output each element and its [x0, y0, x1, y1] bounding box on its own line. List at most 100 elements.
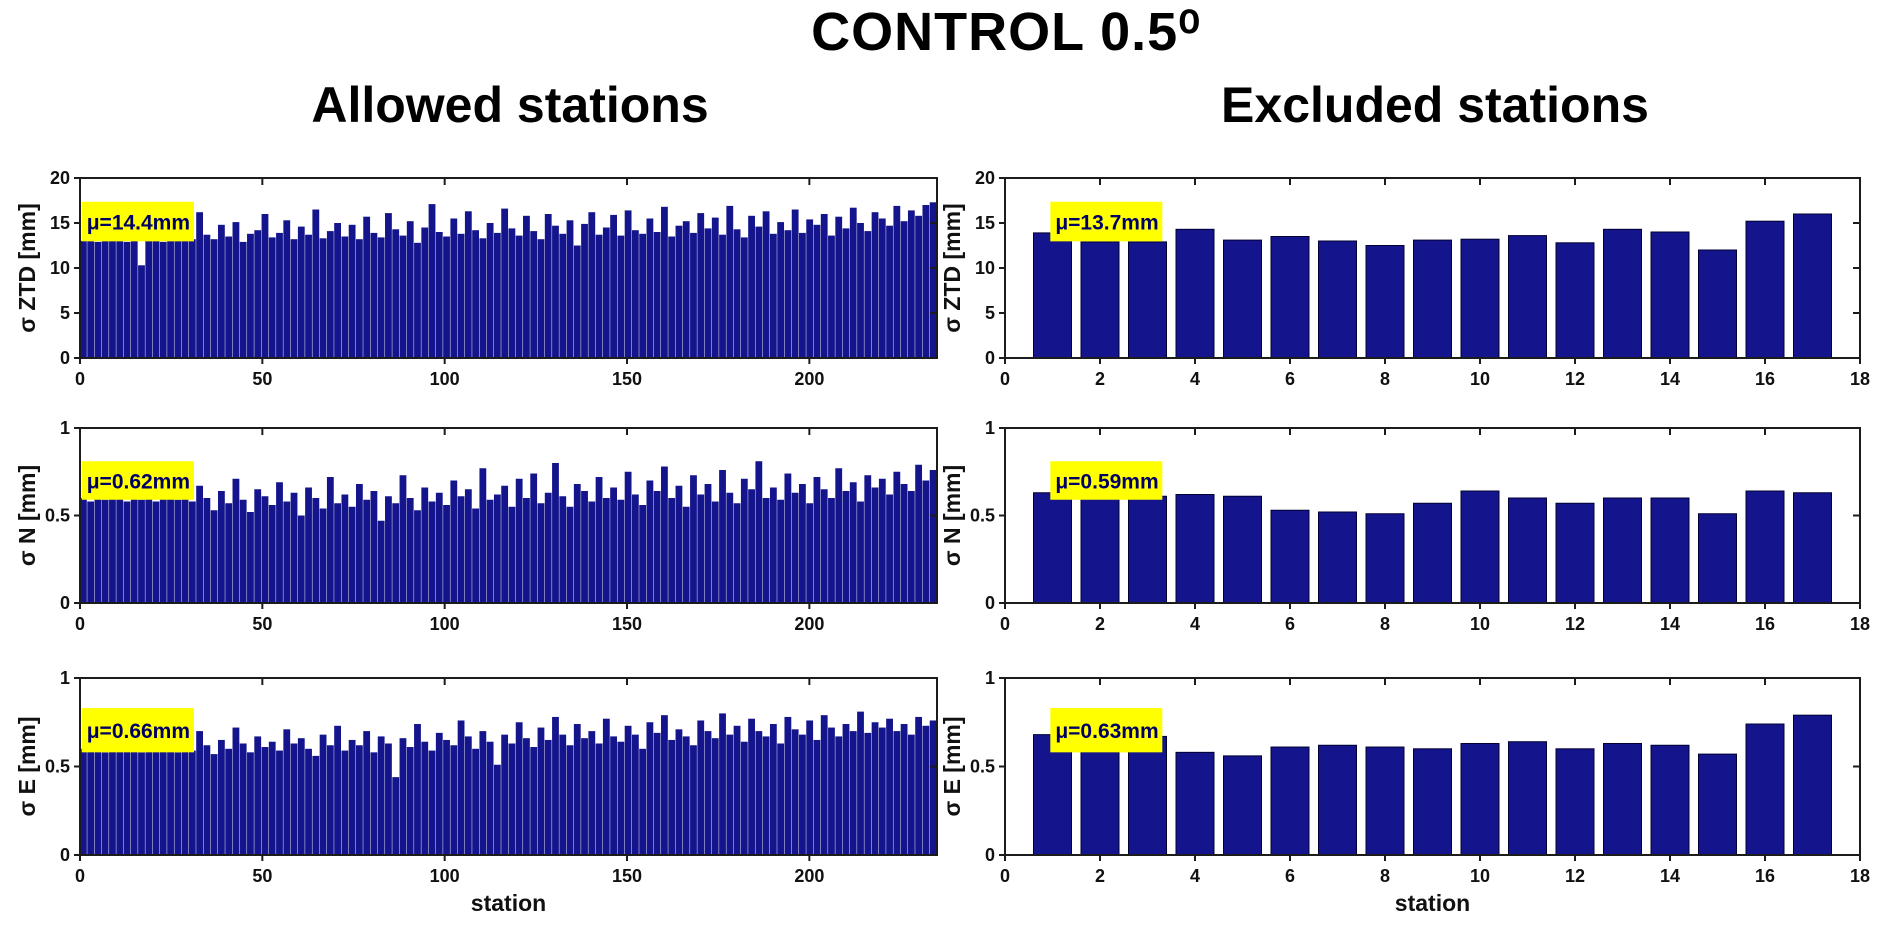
bar	[152, 501, 160, 603]
bar	[1745, 490, 1785, 604]
x-tick-label: 200	[794, 369, 824, 389]
bar	[493, 494, 501, 603]
bar	[1318, 744, 1357, 856]
bar	[363, 731, 371, 855]
bar	[283, 729, 291, 855]
bar	[247, 233, 254, 358]
bar	[188, 239, 196, 358]
x-tick-label: 0	[1000, 614, 1010, 634]
bar	[813, 739, 821, 855]
bar	[370, 491, 378, 603]
bar	[1508, 235, 1547, 359]
y-axis-label: σ E [mm]	[939, 716, 965, 816]
y-tick-label: 0.5	[45, 757, 70, 777]
bar	[544, 739, 552, 855]
bar	[835, 216, 843, 358]
x-tick-label: 2	[1095, 614, 1105, 634]
y-tick-label: 15	[50, 213, 70, 233]
bar	[900, 724, 908, 855]
bar	[857, 223, 864, 358]
bar	[893, 731, 901, 855]
bar	[152, 239, 160, 358]
bar	[740, 741, 748, 855]
bar	[188, 750, 196, 855]
bar	[849, 731, 857, 855]
x-tick-label: 100	[430, 614, 460, 634]
bar	[377, 237, 385, 358]
x-tick-label: 0	[1000, 866, 1010, 886]
bars-e-allowed	[80, 711, 937, 855]
bar	[740, 478, 748, 603]
bar	[406, 498, 414, 603]
bar	[464, 489, 472, 603]
bar	[697, 213, 705, 358]
bar	[443, 739, 450, 855]
bar	[900, 221, 908, 358]
bar	[791, 492, 799, 603]
bar	[1460, 742, 1500, 856]
bar	[1603, 742, 1642, 856]
y-tick-label: 0	[60, 348, 70, 368]
column-header-excluded: Excluded stations	[1221, 77, 1649, 133]
bar	[668, 739, 676, 855]
x-tick-label: 0	[75, 369, 85, 389]
bar	[552, 225, 559, 358]
bar	[355, 484, 363, 603]
bar	[886, 494, 893, 603]
y-tick-label: 1	[60, 668, 70, 688]
bar	[864, 732, 872, 855]
bar	[501, 208, 509, 358]
bar	[1365, 746, 1405, 856]
bar	[653, 732, 661, 855]
figure-title: CONTROL 0.5⁰	[811, 2, 1201, 62]
bar	[1555, 748, 1595, 856]
bar	[232, 222, 240, 358]
bar	[1128, 495, 1167, 604]
x-tick-label: 10	[1470, 369, 1490, 389]
bar	[486, 223, 494, 358]
bar	[835, 736, 843, 855]
bar	[392, 503, 400, 603]
bar	[639, 233, 647, 358]
x-tick-label: 50	[252, 866, 272, 886]
bar	[719, 234, 726, 358]
bar	[602, 718, 610, 855]
bar	[1223, 755, 1262, 856]
x-tick-label: 18	[1850, 614, 1870, 634]
mean-annotation-box	[1050, 461, 1163, 500]
mean-annotation-text: μ=13.7mm	[1055, 212, 1158, 235]
bar	[907, 210, 915, 358]
bar	[261, 496, 269, 603]
bar	[849, 207, 857, 358]
bar	[450, 480, 458, 603]
bar	[247, 512, 254, 603]
bar	[820, 214, 828, 358]
bar	[385, 743, 392, 855]
mean-annotation-box	[1050, 708, 1163, 753]
bar	[799, 232, 806, 358]
bar	[893, 205, 901, 358]
bar	[1413, 239, 1452, 359]
bar	[486, 741, 494, 855]
bar	[711, 738, 719, 855]
tick-marks	[74, 427, 937, 609]
x-tick-label: 150	[612, 866, 642, 886]
bar	[929, 470, 937, 603]
bar	[297, 738, 305, 855]
y-tick-label: 0	[985, 348, 995, 368]
bar	[225, 236, 233, 358]
bar	[1128, 735, 1167, 856]
bar	[450, 745, 458, 855]
bar	[1698, 513, 1737, 604]
bar	[326, 477, 334, 603]
bar	[755, 461, 763, 603]
bar	[239, 241, 247, 358]
bar	[203, 745, 211, 855]
bar	[196, 212, 204, 358]
bar	[80, 748, 87, 855]
x-tick-label: 6	[1285, 369, 1295, 389]
x-tick-label: 12	[1565, 866, 1585, 886]
bar	[174, 752, 182, 855]
bar	[1793, 492, 1832, 604]
bar	[1033, 492, 1072, 604]
